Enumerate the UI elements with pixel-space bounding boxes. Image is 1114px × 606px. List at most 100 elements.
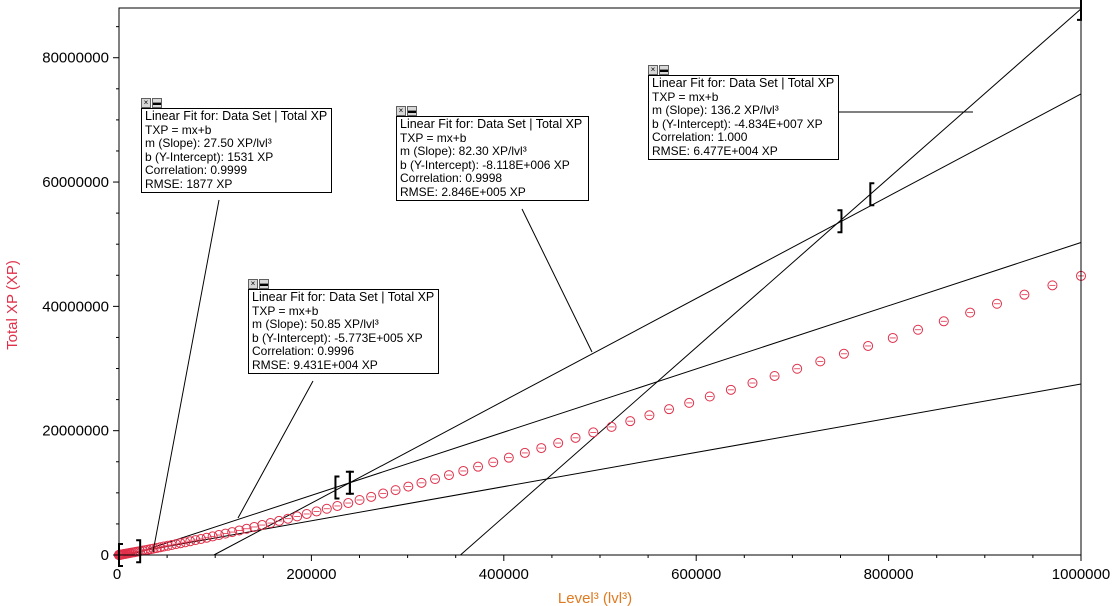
data-point [155,542,166,553]
close-icon[interactable]: × [248,279,258,289]
fit-box-controls: × ▬ [648,65,669,75]
y-tick-label: 20000000 [42,423,109,440]
data-point [180,537,191,548]
data-point [838,348,849,359]
y-axis-ticks: 0 20000000 40000000 60000000 80000000 [42,26,119,564]
data-point [991,298,1002,309]
fit-correlation: Correlation: 0.9996 [252,344,355,358]
x-tick-label: 400000 [479,566,529,583]
fit-slope: m (Slope): 27.50 XP/lvl³ [145,136,272,150]
data-point [747,378,758,389]
close-icon[interactable]: × [141,98,151,108]
fit-box-controls: × ▬ [248,279,269,289]
data-point [644,410,655,421]
x-tick-label: 200000 [286,566,336,583]
data-point [234,525,245,536]
data-point [625,416,636,427]
data-point [201,532,212,543]
data-point [458,465,469,476]
y-tick-label: 80000000 [42,50,109,67]
menu-icon[interactable]: ▬ [152,98,162,108]
data-point [519,447,530,458]
data-point [664,404,675,415]
fit-intercept: b (Y-Intercept): -5.773E+005 XP [252,330,423,345]
linear-fit-box-1[interactable]: × ▬ Linear Fit for: Data Set | Total XP T… [141,98,332,193]
data-point [301,508,312,519]
data-point [503,452,514,463]
data-point [185,536,196,547]
fit-line-1 [118,383,1082,556]
leader-line-1 [152,199,220,553]
data-point [473,461,484,472]
range-bracket-end [136,539,142,564]
x-tick-label: 800000 [864,566,914,583]
fit-rmse: RMSE: 1877 XP [145,176,233,191]
data-point [390,485,401,496]
fit-intercept: b (Y-Intercept): 1531 XP [145,149,274,164]
data-point [292,511,303,522]
data-point [430,474,441,485]
x-tick-label: 1000000 [1052,566,1110,583]
data-point [553,438,564,449]
data-point [416,477,427,488]
data-point [606,421,617,432]
data-point [354,494,365,505]
y-axis-title: Total XP (XP) [4,260,21,350]
data-point [769,370,780,381]
data-point [195,533,206,544]
data-point [1019,289,1030,300]
data-point [148,543,159,554]
data-point [704,391,715,402]
data-point [311,506,322,517]
fit-title: Linear Fit for: Data Set | Total XP [400,117,583,131]
data-point [913,324,924,335]
menu-icon[interactable]: ▬ [407,106,417,116]
data-point [863,340,874,351]
x-tick-label: 600000 [671,566,721,583]
close-icon[interactable]: × [648,65,658,75]
fit-box-controls: × ▬ [141,98,162,108]
data-point [378,488,389,499]
data-point [241,523,252,534]
data-point [171,539,182,550]
fit-rmse: RMSE: 9.431E+004 XP [252,357,378,372]
y-tick-label: 0 [101,547,109,564]
linear-fit-box-2[interactable]: × ▬ Linear Fit for: Data Set | Total XP T… [248,279,439,374]
data-point [443,470,454,481]
fit-equation: TXP = mx+b [400,130,467,145]
data-point [965,307,976,318]
data-point [282,513,293,524]
range-bracket-start [334,475,340,500]
fit-title: Linear Fit for: Data Set | Total XP [252,290,435,304]
close-icon[interactable]: × [396,106,406,116]
x-tick-label: 0 [113,566,121,583]
data-point [938,316,949,327]
linear-fit-box-4[interactable]: × ▬ Linear Fit for: Data Set | Total XP T… [648,65,839,160]
data-point [570,432,581,443]
fit-title: Linear Fit for: Data Set | Total XP [145,109,328,123]
data-point [151,542,162,553]
menu-icon[interactable]: ▬ [259,279,269,289]
fit-rmse: RMSE: 6.477E+004 XP [652,143,778,158]
leader-lines-layer [152,111,973,553]
fit-rmse: RMSE: 2.846E+005 XP [400,184,526,199]
range-bracket-start [348,470,354,495]
fit-intercept: b (Y-Intercept): -8.118E+006 XP [400,157,570,172]
fit-correlation: Correlation: 1.000 [652,130,748,144]
data-point [207,531,218,542]
fit-slope: m (Slope): 82.30 XP/lvl³ [400,144,527,158]
data-point [1047,280,1058,291]
data-point [321,503,332,514]
data-point [249,521,260,532]
data-point [588,427,599,438]
linear-fit-box-3[interactable]: × ▬ Linear Fit for: Data Set | Total XP T… [396,106,589,201]
fit-equation: TXP = mx+b [652,89,719,104]
y-tick-label: 40000000 [42,298,109,315]
menu-icon[interactable]: ▬ [659,65,669,75]
fit-slope: m (Slope): 136.2 XP/lvl³ [652,103,779,117]
data-point [343,498,354,509]
data-point [815,356,826,367]
fit-equation: TXP = mx+b [145,122,212,137]
range-bracket-end [1077,0,1082,21]
